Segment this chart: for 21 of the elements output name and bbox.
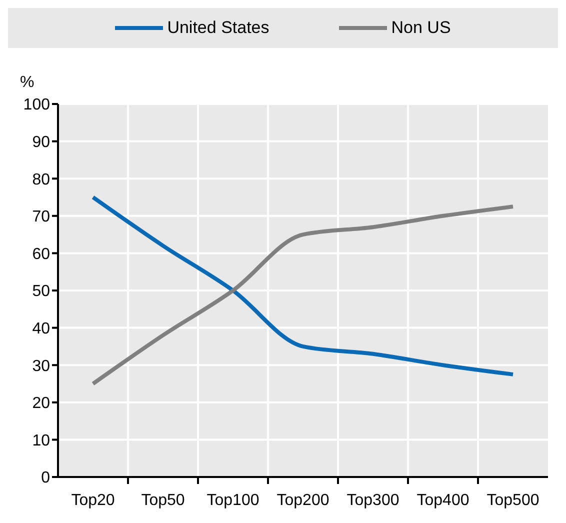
y-tick-label: 100 <box>23 96 50 114</box>
y-tick-label: 40 <box>32 320 50 338</box>
x-tick-label: Top100 <box>206 492 260 509</box>
y-tick-label: 10 <box>32 432 50 450</box>
y-tick-label: 30 <box>32 358 50 375</box>
y-tick-label: 0 <box>41 470 50 487</box>
y-tick-label: 70 <box>32 208 50 226</box>
x-tick-label: Top400 <box>416 492 470 509</box>
x-tick-label: Top300 <box>346 492 400 509</box>
x-tick-label: Top50 <box>141 492 185 509</box>
x-tick-label: Top200 <box>276 492 330 509</box>
y-tick-label: 80 <box>32 171 50 188</box>
x-tick-label: Top20 <box>71 492 115 509</box>
legend-label: United States <box>166 18 270 38</box>
x-tick-label: Top500 <box>486 492 540 509</box>
legend-label: Non US <box>390 18 451 38</box>
y-tick-label: 50 <box>32 283 50 300</box>
y-tick-label: 60 <box>32 246 50 263</box>
y-axis-title: % <box>20 74 34 92</box>
y-tick-label: 20 <box>32 395 50 412</box>
y-tick-label: 90 <box>32 134 50 151</box>
